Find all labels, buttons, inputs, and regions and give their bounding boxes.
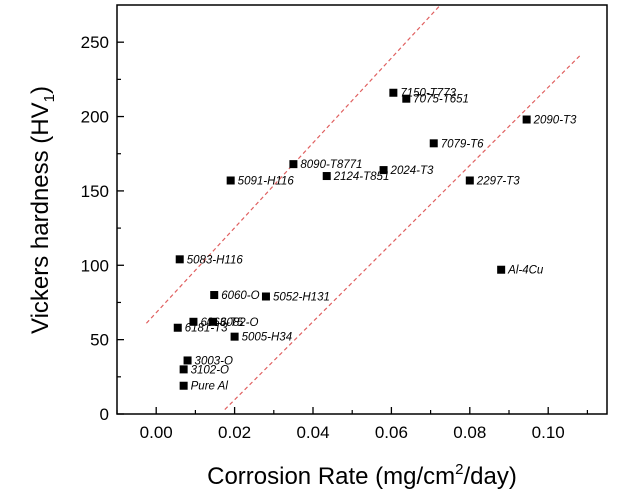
data-point	[189, 317, 198, 326]
data-point-label: 5005-H34	[242, 332, 293, 344]
y-axis-title-subscript: 1	[41, 94, 58, 102]
data-point	[497, 265, 506, 274]
x-tick-label: 0.02	[218, 423, 251, 442]
x-axis-title: Corrosion Rate (mg/cm2/day)	[207, 461, 517, 490]
data-point	[209, 317, 218, 326]
data-point-label: 6060-O	[221, 290, 259, 302]
data-point-label: 2024-T3	[390, 165, 434, 177]
data-point-label: 5091-H116	[238, 175, 295, 187]
y-tick-label: 250	[81, 33, 109, 52]
y-axis-title: Vickers hardness (HV1)	[27, 86, 58, 334]
y-tick-label: 100	[81, 256, 109, 275]
data-point	[465, 176, 474, 185]
data-point-label: 3003-O	[195, 355, 233, 367]
data-point	[429, 139, 438, 148]
data-point	[402, 94, 411, 103]
data-point	[289, 160, 298, 169]
trend-lines	[145, 5, 582, 410]
data-point	[389, 88, 398, 97]
x-tick-label: 0.08	[453, 423, 486, 442]
data-point	[261, 292, 270, 301]
data-point-label: Pure Al	[191, 381, 229, 393]
y-tick-label: 200	[81, 108, 109, 127]
data-point-label: 8090-T8771	[300, 159, 362, 171]
x-tick-label: 0.10	[532, 423, 565, 442]
data-point	[522, 115, 531, 124]
data-point-label: 6181-T3	[185, 323, 228, 335]
data-point	[173, 323, 182, 332]
data-point-label: 6082-O	[220, 317, 258, 329]
x-axis-title-superscript: 2	[455, 461, 463, 478]
data-point-label: 5052-H131	[273, 292, 330, 304]
trend-line	[145, 5, 441, 324]
data-point-label: 7150-T773	[400, 88, 456, 100]
x-tick-label: 0.04	[296, 423, 329, 442]
x-tick-label: 0.06	[375, 423, 408, 442]
x-tick-label: 0.00	[140, 423, 173, 442]
data-point	[226, 176, 235, 185]
data-point-label: 7079-T6	[441, 138, 484, 150]
data-point	[175, 255, 184, 264]
data-point-label: 2124-T851	[333, 171, 390, 183]
data-point-label: 5083-H116	[187, 254, 244, 266]
data-point-label: 2090-T3	[533, 115, 577, 127]
data-point-label: Al-4Cu	[507, 265, 544, 277]
data-point	[179, 365, 188, 374]
data-point	[210, 291, 219, 300]
data-point	[379, 166, 388, 175]
data-point	[322, 172, 331, 181]
data-point-label: 7075-T651	[413, 94, 469, 106]
axis-ticks: 0.00 0.02 0.04 0.06 0.08 0.10 0 50 100 150 200 250	[81, 33, 589, 442]
data-point-label: 2297-T3	[476, 175, 520, 187]
data-point	[179, 381, 188, 390]
y-tick-label: 50	[90, 331, 109, 350]
plot-frame	[116, 4, 608, 415]
data-point	[183, 356, 192, 365]
data-point	[230, 332, 239, 341]
y-tick-label: 150	[81, 182, 109, 201]
data-point-label: 3102-O	[191, 364, 229, 376]
trend-line	[224, 53, 582, 410]
y-tick-label: 0	[100, 405, 109, 424]
